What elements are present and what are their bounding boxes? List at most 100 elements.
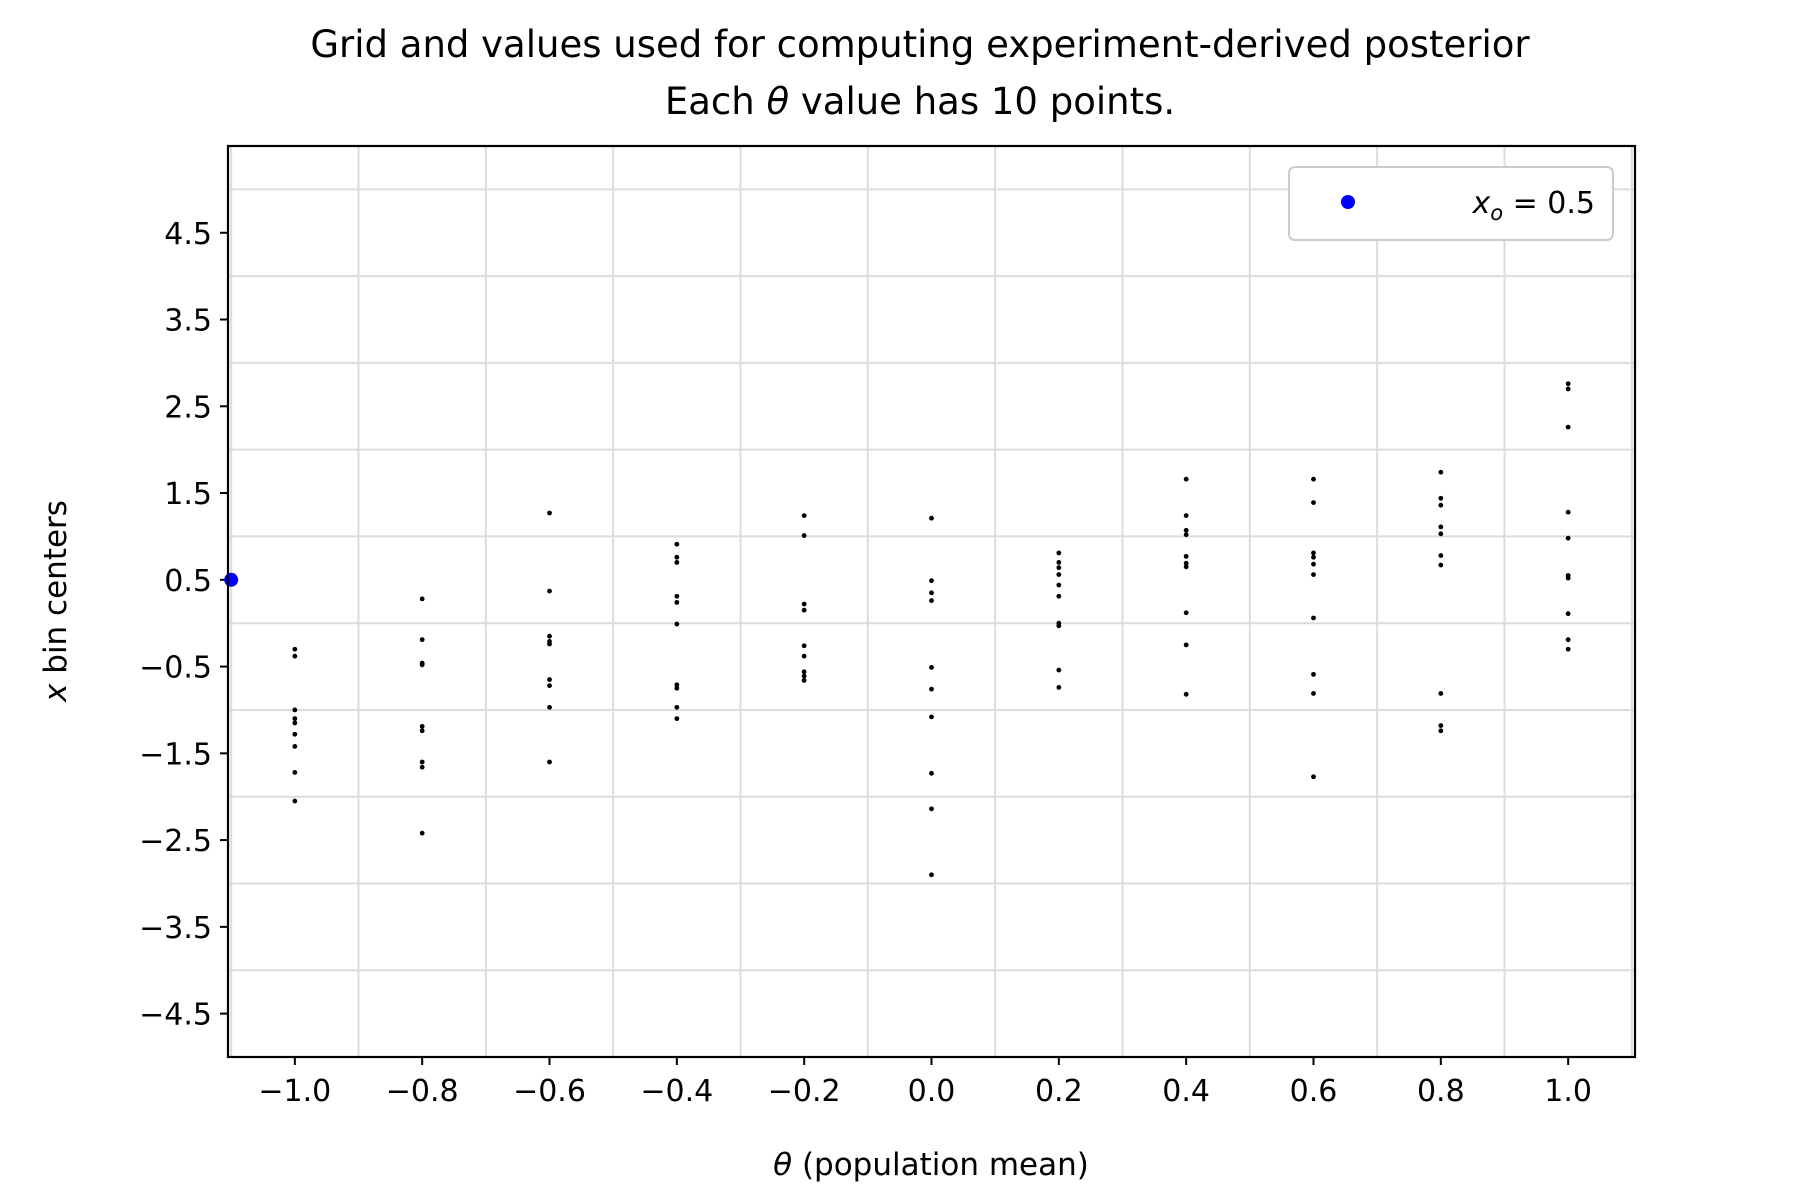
sample-point	[801, 653, 807, 659]
sample-point	[1311, 561, 1316, 567]
sample-point	[929, 515, 934, 521]
sample-point	[929, 806, 934, 812]
sample-point	[1183, 564, 1189, 570]
chart-title-line2: Each θ value has 10 points.	[665, 80, 1175, 123]
sample-point	[292, 716, 298, 722]
observed-point	[224, 572, 239, 587]
sample-point	[1183, 532, 1189, 538]
x-tick-label: 1.0	[1544, 1074, 1592, 1109]
x-axis-label: θ (population mean)	[773, 1147, 1089, 1183]
sample-point	[1565, 646, 1571, 652]
x-tick-label: −0.4	[640, 1074, 713, 1109]
plot-frame	[226, 144, 1637, 1059]
sample-point	[419, 662, 425, 668]
sample-point	[1183, 560, 1189, 566]
sample-point	[419, 764, 425, 770]
sample-point	[1056, 572, 1062, 578]
y-tick-label: 2.5	[164, 390, 212, 425]
sample-point	[1438, 691, 1444, 696]
sample-point	[801, 513, 807, 519]
sample-point	[674, 554, 680, 560]
sample-point	[1438, 723, 1444, 728]
sample-point	[674, 621, 680, 627]
sample-point	[929, 714, 934, 720]
sample-point	[1056, 582, 1062, 588]
sample-point	[674, 716, 680, 722]
sample-point	[1056, 667, 1062, 673]
sample-point	[547, 633, 552, 639]
legend-subscript: o	[1490, 201, 1503, 225]
sample-point	[292, 770, 298, 775]
sample-point	[1311, 554, 1316, 560]
data-points	[224, 381, 1571, 878]
sample-point	[801, 678, 807, 683]
sample-point	[674, 541, 680, 547]
x-tick-label: 0.8	[1417, 1074, 1465, 1109]
sample-point	[1056, 684, 1062, 690]
sample-point	[547, 704, 552, 710]
sample-point	[1056, 593, 1062, 599]
x-tick-label: −1.0	[258, 1074, 331, 1109]
sample-point	[1056, 565, 1062, 571]
sample-point	[292, 653, 298, 659]
legend-marker	[1341, 195, 1355, 209]
y-tick-label: −4.5	[139, 998, 212, 1033]
sample-point	[1311, 615, 1316, 621]
sample-point	[292, 731, 298, 737]
sample-point	[801, 601, 807, 607]
sample-point	[1438, 502, 1444, 508]
legend-text: = 0.5	[1503, 186, 1595, 221]
sample-point	[1183, 610, 1189, 616]
y-tick-label: 0.5	[164, 564, 212, 599]
sample-point	[1438, 728, 1444, 734]
sample-point	[292, 646, 298, 652]
sample-point	[1565, 637, 1571, 643]
sample-point	[292, 798, 298, 804]
legend-label: xo = 0.5	[1471, 186, 1595, 225]
x-tick-label: −0.8	[386, 1074, 459, 1109]
sample-point	[1438, 524, 1444, 530]
sample-point	[1565, 381, 1571, 387]
sample-point	[674, 599, 680, 605]
sample-point	[929, 686, 934, 692]
sample-point	[1565, 386, 1571, 392]
sample-point	[1056, 550, 1062, 556]
legend-symbol: x	[1471, 186, 1490, 221]
sample-point	[1438, 531, 1444, 537]
y-axis-label: x bin centers	[38, 500, 74, 703]
y-tick-label: 3.5	[164, 304, 212, 339]
y-tick-label: 1.5	[164, 477, 212, 512]
sample-point	[292, 720, 298, 726]
sample-point	[1311, 671, 1316, 677]
grid-lines	[228, 146, 1635, 1058]
y-axis-label-symbol: x	[38, 683, 74, 703]
sample-point	[1438, 553, 1444, 558]
sample-point	[1438, 469, 1444, 475]
sample-point	[674, 560, 680, 565]
y-tick-label: −1.5	[139, 737, 212, 772]
sample-point	[1311, 774, 1316, 780]
sample-point	[1438, 495, 1444, 501]
y-tick-label: −3.5	[139, 911, 212, 946]
sample-point	[1565, 611, 1571, 617]
sample-point	[419, 728, 425, 734]
legend-box	[1288, 166, 1614, 241]
y-tick-label: 4.5	[164, 217, 212, 252]
sample-point	[1311, 500, 1316, 505]
y-tick-label: −0.5	[139, 651, 212, 686]
x-tick-label: 0.2	[1035, 1074, 1083, 1109]
sample-point	[1183, 642, 1189, 648]
y-tick-label: −2.5	[139, 824, 212, 859]
sample-point	[1311, 691, 1316, 696]
sample-point	[1565, 575, 1571, 581]
sample-point	[801, 669, 807, 675]
sample-point	[1565, 424, 1571, 430]
chart-title-line1: Grid and values used for computing exper…	[310, 23, 1530, 66]
sample-point	[547, 588, 552, 594]
sample-point	[292, 707, 298, 713]
sample-point	[1056, 623, 1062, 629]
x-tick-label: 0.6	[1290, 1074, 1338, 1109]
sample-point	[929, 872, 934, 878]
